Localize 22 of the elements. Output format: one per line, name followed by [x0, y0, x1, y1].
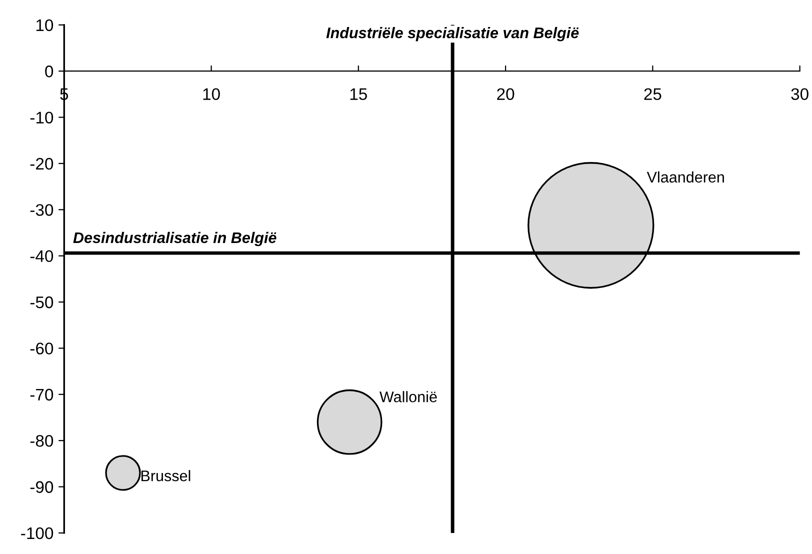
y-tick-label: -50: [30, 296, 54, 308]
y-tick-label: -90: [30, 481, 54, 493]
y-tick-label: -100: [21, 527, 54, 540]
y-tick-label: -80: [30, 434, 54, 447]
y-tick-label: -70: [30, 388, 54, 401]
x-tick-label: 20: [497, 88, 514, 100]
y-tick-label: -60: [30, 342, 54, 354]
y-tick-label: 0: [45, 66, 54, 78]
x-tick-label: 30: [791, 88, 808, 100]
y-tick-label: -40: [30, 250, 54, 262]
y-tick-label: -20: [30, 158, 54, 170]
x-tick-label: 15: [350, 88, 367, 100]
annotation: Brussel: [141, 470, 190, 482]
x-tick-label: 25: [644, 88, 662, 100]
annotation: Wallonië: [380, 391, 437, 402]
x-tick-label: 10: [203, 88, 220, 100]
ref-line-label: Industriële specialisatie van België: [326, 27, 579, 42]
ref-line-label: Desindustrialisatie in België: [73, 232, 276, 246]
annotation: Vlaanderen: [646, 171, 724, 183]
y-tick-label: -30: [30, 204, 54, 216]
y-tick-label: -10: [30, 112, 54, 124]
y-tick-label: 10: [36, 19, 54, 32]
